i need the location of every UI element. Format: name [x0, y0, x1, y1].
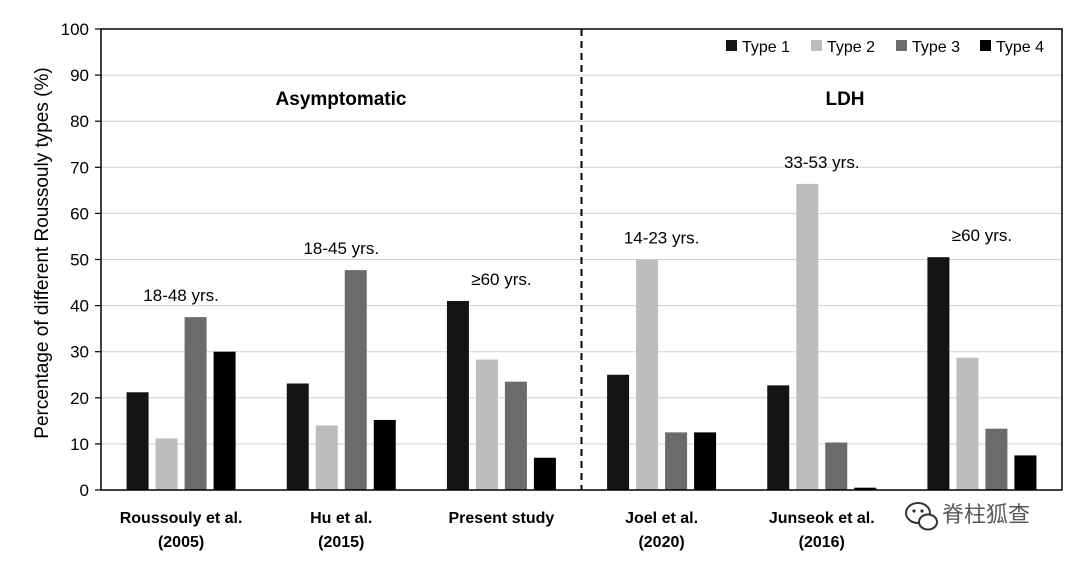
x-tick-label: Joel et al.	[625, 510, 698, 527]
bar-type-2	[475, 359, 498, 490]
bar-type-1	[446, 300, 469, 490]
bar-type-4	[694, 432, 717, 490]
bar-type-3	[985, 428, 1008, 490]
x-axis-labels: Roussouly et al. (2005) Hu et al. (2015) Pre…	[120, 510, 875, 551]
y-tick-label: 40	[70, 297, 89, 316]
bar-type-1	[126, 392, 149, 490]
bar-type-3	[344, 270, 367, 490]
age-range-label: 18-48 yrs.	[143, 286, 219, 305]
y-tick-label: 50	[70, 251, 89, 270]
y-tick-label: 70	[70, 158, 89, 177]
y-tick-label: 90	[70, 66, 89, 85]
bar-type-1	[286, 383, 309, 490]
bar-type-3	[184, 317, 207, 490]
y-tick-label: 100	[61, 20, 89, 39]
bar-type-4	[213, 351, 236, 490]
watermark-text: 脊柱狐查	[942, 503, 1030, 528]
bar-type-3	[665, 432, 688, 490]
bar-type-2	[956, 357, 979, 490]
legend-label: Type 3	[912, 39, 960, 56]
bar-type-4	[373, 419, 396, 490]
y-tick-label: 20	[70, 389, 89, 408]
plot-frame	[100, 28, 1063, 491]
x-tick-label: Roussouly et al.	[120, 510, 243, 527]
watermark: 脊柱狐查	[905, 502, 1030, 531]
annotations: Asymptomatic LDH 18-48 yrs. 18-45 yrs. ≥60…	[143, 89, 1012, 305]
x-tick-label: (2015)	[318, 534, 364, 551]
y-tick-label: 0	[80, 481, 89, 500]
y-tick-label: 60	[70, 204, 89, 223]
legend-swatch	[980, 40, 991, 51]
age-range-label: 33-53 yrs.	[784, 153, 860, 172]
group-label-asymptomatic: Asymptomatic	[276, 89, 407, 110]
bar-type-1	[927, 257, 950, 490]
age-range-label: 14-23 yrs.	[624, 229, 700, 248]
bar-type-2	[636, 259, 659, 490]
age-range-label: ≥60 yrs.	[952, 226, 1012, 245]
bar-type-4	[1014, 455, 1037, 490]
x-tick-label: (2020)	[638, 534, 684, 551]
age-range-label: ≥60 yrs.	[471, 270, 531, 289]
x-tick-label: Junseok et al.	[769, 510, 875, 527]
group-label-ldh: LDH	[825, 89, 864, 110]
legend-swatch	[811, 40, 822, 51]
bar-type-1	[767, 385, 790, 490]
bar-type-2	[315, 425, 338, 490]
age-range-label: 18-45 yrs.	[303, 239, 379, 258]
x-tick-label: Present study	[449, 510, 555, 527]
bar-type-4	[854, 487, 877, 490]
legend: Type 1 Type 2 Type 3 Type 4	[726, 39, 1044, 56]
bar-type-2	[796, 183, 819, 490]
x-tick-label: (2005)	[158, 534, 204, 551]
y-tick-label: 10	[70, 435, 89, 454]
bar-type-3	[504, 381, 527, 490]
legend-label: Type 2	[827, 39, 875, 56]
wechat-icon	[905, 502, 938, 531]
legend-label: Type 4	[996, 39, 1044, 56]
legend-swatch	[726, 40, 737, 51]
y-axis-label: Percentage of different Roussouly types …	[32, 67, 53, 438]
bar-type-4	[533, 457, 556, 490]
bar-type-1	[607, 374, 630, 490]
bar-type-2	[155, 438, 178, 490]
x-tick-label: Hu et al.	[310, 510, 372, 527]
y-tick-label: 80	[70, 112, 89, 131]
y-axis-ticks: 0 10 20 30 40 50 60 70 80 90 100	[61, 20, 101, 500]
x-tick-label: (2016)	[799, 534, 845, 551]
legend-label: Type 1	[742, 39, 790, 56]
bar-type-3	[825, 442, 848, 490]
bars	[126, 183, 1037, 490]
y-tick-label: 30	[70, 343, 89, 362]
legend-swatch	[896, 40, 907, 51]
